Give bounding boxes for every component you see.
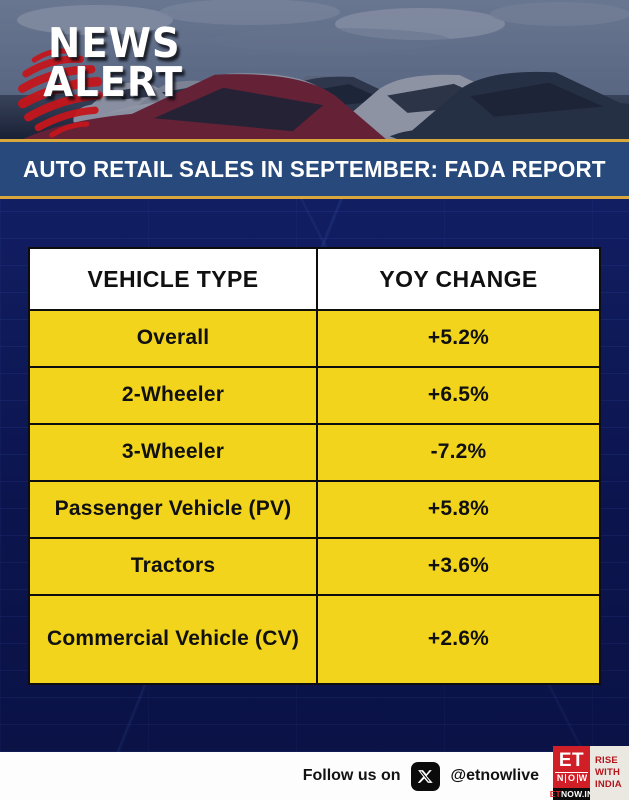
table-row-3-wheeler: 3-Wheeler -7.2% [30, 423, 599, 480]
etnow-now-w: W [578, 772, 588, 783]
cell-yoy-change: +2.6% [316, 596, 599, 683]
table-header-row: VEHICLE TYPE YOY CHANGE [30, 249, 599, 309]
headline-banner: AUTO RETAIL SALES IN SEPTEMBER: FADA REP… [0, 139, 629, 199]
etnow-logo-left: ET N O W ET NOW.IN [549, 746, 594, 800]
cell-vehicle-type: Overall [136, 326, 210, 350]
news-alert-logo: NEWS ALERT [6, 14, 286, 139]
table-row-commercial-vehicle: Commercial Vehicle (CV) +2.6% [30, 594, 599, 683]
red-globe-icon [17, 48, 104, 138]
tagline-rise: RISE [595, 755, 618, 767]
etnow-logo: ET N O W ET NOW.IN RISE WITH INDIA [549, 746, 629, 800]
etnow-now-text: N O W [555, 771, 588, 784]
cell-vehicle-type: Passenger Vehicle (PV) [54, 497, 292, 521]
etnow-now-n: N [556, 772, 564, 783]
cell-yoy-change: +5.8% [316, 482, 599, 537]
yoy-change-table: VEHICLE TYPE YOY CHANGE Overall +5.2% 2-… [28, 247, 601, 685]
x-twitter-icon [411, 761, 441, 791]
etnow-red-box: ET N O W [553, 746, 590, 788]
news-alert-line2: ALERT [43, 57, 183, 106]
header-cell-vehicle-type: VEHICLE TYPE [87, 265, 259, 292]
news-alert-text: NEWS ALERT [43, 19, 183, 103]
cell-yoy-change: +5.2% [316, 311, 599, 366]
tagline-with: WITH [595, 767, 621, 779]
tagline-india: INDIA [595, 778, 622, 790]
etnow-site-suffix: NOW.IN [560, 788, 594, 799]
header-cell-yoy-change: YOY CHANGE [316, 249, 599, 309]
follow-us-label: Follow us on [302, 767, 401, 784]
etnow-et-text: ET [558, 749, 585, 771]
etnow-site-strip: ET NOW.IN [549, 788, 594, 800]
headline-text: AUTO RETAIL SALES IN SEPTEMBER: FADA REP… [23, 155, 606, 182]
news-alert-line1: NEWS [48, 19, 181, 67]
main-section: VEHICLE TYPE YOY CHANGE Overall +5.2% 2-… [0, 199, 629, 752]
cell-vehicle-type: 2-Wheeler [121, 383, 225, 407]
cell-vehicle-type: Tractors [130, 554, 216, 578]
cell-vehicle-type: 3-Wheeler [121, 440, 225, 464]
etnow-tagline: RISE WITH INDIA [590, 746, 629, 800]
cell-yoy-change: -7.2% [316, 425, 599, 480]
cell-yoy-change: +3.6% [316, 539, 599, 594]
etnow-now-o: O [565, 773, 578, 784]
parked-cars-photo [0, 0, 629, 139]
social-handle: @etnowlive [450, 767, 539, 784]
etnow-site-prefix: ET [549, 788, 561, 799]
cell-vehicle-type: Commercial Vehicle (CV) [46, 627, 300, 651]
cars-photo-strip: NEWS ALERT [0, 0, 629, 139]
table-row-passenger-vehicle: Passenger Vehicle (PV) +5.8% [30, 480, 599, 537]
table-row-tractors: Tractors +3.6% [30, 537, 599, 594]
table-row-overall: Overall +5.2% [30, 309, 599, 366]
footer-bar: Follow us on @etnowlive ET N O W ET NOW.I… [0, 746, 629, 800]
table-row-2-wheeler: 2-Wheeler +6.5% [30, 366, 599, 423]
cell-yoy-change: +6.5% [316, 368, 599, 423]
